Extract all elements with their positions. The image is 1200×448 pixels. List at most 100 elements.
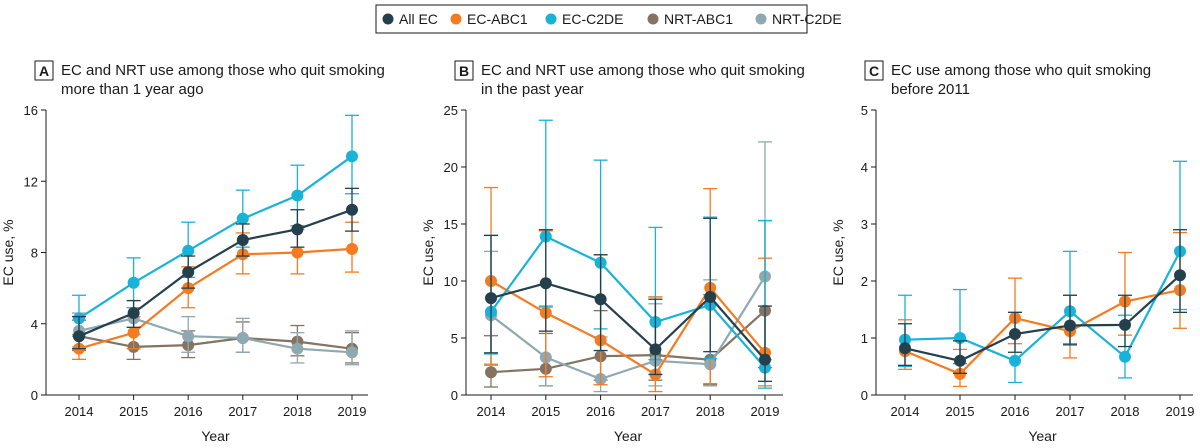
y-tick-label: 5 <box>861 103 868 118</box>
data-point <box>182 330 195 343</box>
series-all-ec <box>898 229 1187 374</box>
data-point <box>127 307 140 320</box>
data-point <box>1009 328 1021 341</box>
series-ec-abc1 <box>72 221 359 361</box>
data-point <box>236 212 249 225</box>
y-tick-label: 5 <box>451 331 458 346</box>
panel-letter: A <box>39 63 49 79</box>
series-line <box>904 250 1181 363</box>
legend-marker <box>545 13 557 25</box>
series-line <box>490 282 766 361</box>
data-point <box>236 234 249 247</box>
data-point <box>485 292 497 305</box>
y-tick-label: 1 <box>861 331 868 346</box>
x-tick-label: 2016 <box>1001 404 1030 419</box>
y-tick-label: 25 <box>444 103 458 118</box>
y-tick-label: 8 <box>31 246 38 261</box>
panel-title-line: in the past year <box>481 81 584 98</box>
data-point <box>649 343 662 356</box>
data-point <box>127 326 140 339</box>
x-tick-label: 2017 <box>228 404 257 419</box>
data-point <box>954 354 966 367</box>
x-tick-label: 2015 <box>119 404 148 419</box>
x-axis-title: Year <box>614 428 643 444</box>
legend-label: NRT-C2DE <box>772 11 842 27</box>
panel-title-line: before 2011 <box>891 81 970 98</box>
data-point <box>899 342 911 355</box>
panel-a: A EC and NRT use among those who quit smo… <box>0 60 385 444</box>
x-tick-label: 2016 <box>586 404 615 419</box>
panel-letter-box <box>454 60 474 81</box>
legend-item: NRT-C2DE <box>755 11 842 27</box>
series-line <box>78 208 353 338</box>
data-point <box>1009 354 1021 367</box>
x-tick-label: 2017 <box>641 404 670 419</box>
series-line <box>78 247 353 350</box>
x-tick-label: 2015 <box>946 404 975 419</box>
data-point <box>1064 319 1076 332</box>
y-tick-label: 0 <box>861 388 868 403</box>
data-point <box>291 246 304 259</box>
series-nrt-abc1 <box>72 319 359 364</box>
legend-marker <box>647 13 659 25</box>
y-tick-label: 20 <box>444 160 458 175</box>
legend-item: EC-ABC1 <box>450 11 528 27</box>
y-tick-label: 16 <box>24 103 38 118</box>
data-point <box>291 342 304 355</box>
data-point <box>346 242 358 255</box>
series-line <box>904 274 1181 362</box>
series-ec-c2de <box>898 160 1187 384</box>
x-tick-label: 2016 <box>174 404 203 419</box>
x-tick-label: 2014 <box>891 404 920 419</box>
panel-title-line: more than 1 year ago <box>61 81 204 98</box>
series-ec-c2de <box>484 119 772 389</box>
y-tick-label: 3 <box>861 217 868 232</box>
panel-letter-box <box>864 60 884 81</box>
x-tick-label: 2018 <box>1111 404 1140 419</box>
y-tick-label: 12 <box>24 174 38 189</box>
series-nrt-abc1 <box>484 219 772 388</box>
x-tick-label: 2014 <box>477 404 506 419</box>
legend-label: EC-C2DE <box>562 11 623 27</box>
series-ec-abc1 <box>484 186 772 393</box>
data-point <box>291 223 304 236</box>
x-tick-label: 2019 <box>338 404 367 419</box>
panel-c: C EC use among those who quit smoking befo… <box>830 60 1195 444</box>
data-point <box>346 203 358 216</box>
series-line <box>904 289 1181 376</box>
data-point <box>759 353 771 366</box>
panel-letter: C <box>869 63 879 79</box>
data-point <box>1174 269 1186 282</box>
legend-box <box>375 4 808 34</box>
data-point <box>346 346 358 359</box>
x-tick-label: 2019 <box>1166 404 1195 419</box>
series-line <box>490 275 766 381</box>
legend-item: All EC <box>382 11 438 27</box>
data-point <box>594 293 607 306</box>
legend-marker <box>450 13 462 25</box>
data-point <box>127 276 140 289</box>
data-point <box>704 290 717 303</box>
legend-marker <box>382 13 394 25</box>
y-axis-title: EC use, % <box>830 219 846 285</box>
y-tick-label: 4 <box>861 160 868 175</box>
series-nrt-c2de <box>72 299 359 366</box>
legend-item: NRT-ABC1 <box>647 11 733 27</box>
panel-title-line: EC use among those who quit smoking <box>891 62 1151 79</box>
data-point <box>346 150 358 163</box>
panel-title-line: EC and NRT use among those who quit smok… <box>481 62 805 79</box>
series-line <box>78 317 353 354</box>
panels: A EC and NRT use among those who quit smo… <box>0 60 1195 444</box>
x-tick-label: 2019 <box>751 404 780 419</box>
data-point <box>236 332 249 344</box>
legend-label: NRT-ABC1 <box>664 11 733 27</box>
panel-letter: B <box>459 63 469 79</box>
y-axis-title: EC use, % <box>0 219 16 285</box>
y-axis-title: EC use, % <box>420 219 436 285</box>
y-tick-label: 0 <box>31 388 38 403</box>
y-tick-label: 0 <box>451 388 458 403</box>
series-all-ec <box>72 187 359 350</box>
legend-label: EC-ABC1 <box>467 11 528 27</box>
data-point <box>182 244 195 257</box>
